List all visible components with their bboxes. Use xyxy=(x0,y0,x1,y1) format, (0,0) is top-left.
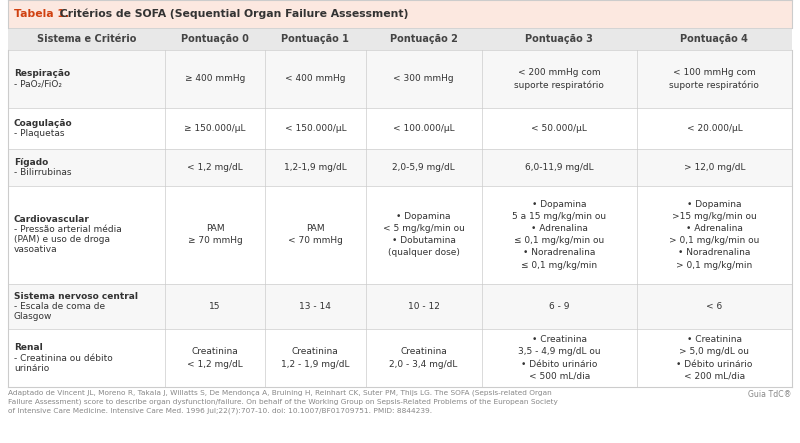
Text: Respiração: Respiração xyxy=(14,70,70,78)
Text: Creatinina
1,2 - 1,9 mg/dL: Creatinina 1,2 - 1,9 mg/dL xyxy=(281,347,350,369)
Text: < 200 mmHg com
suporte respiratório: < 200 mmHg com suporte respiratório xyxy=(514,68,604,90)
Text: Pontuação 0: Pontuação 0 xyxy=(181,34,249,44)
Text: - Bilirrubinas: - Bilirrubinas xyxy=(14,168,71,177)
Text: Sistema e Critério: Sistema e Critério xyxy=(37,34,136,44)
Text: Fígado: Fígado xyxy=(14,158,48,167)
Text: < 20.000/μL: < 20.000/μL xyxy=(686,124,742,133)
Text: Critérios de SOFA (Sequential Organ Failure Assessment): Critérios de SOFA (Sequential Organ Fail… xyxy=(56,9,408,19)
Bar xyxy=(8,50,792,108)
Text: - Plaquetas: - Plaquetas xyxy=(14,129,65,138)
Text: - Creatinina ou débito: - Creatinina ou débito xyxy=(14,354,113,362)
Text: Pontuação 2: Pontuação 2 xyxy=(390,34,458,44)
Text: PAM
< 70 mmHg: PAM < 70 mmHg xyxy=(288,224,342,245)
Bar xyxy=(8,0,792,28)
Text: urinário: urinário xyxy=(14,364,50,373)
Text: Guia TdC®: Guia TdC® xyxy=(749,390,792,399)
Bar xyxy=(8,284,792,329)
Text: 15: 15 xyxy=(210,302,221,311)
Text: vasoativa: vasoativa xyxy=(14,245,58,254)
Text: Pontuação 3: Pontuação 3 xyxy=(526,34,593,44)
Text: Creatinina
2,0 - 3,4 mg/dL: Creatinina 2,0 - 3,4 mg/dL xyxy=(390,347,458,369)
Text: < 100.000/μL: < 100.000/μL xyxy=(393,124,454,133)
Text: Glasgow: Glasgow xyxy=(14,312,52,321)
Text: < 400 mmHg: < 400 mmHg xyxy=(285,74,346,83)
Text: < 6: < 6 xyxy=(706,302,722,311)
Text: < 300 mmHg: < 300 mmHg xyxy=(394,74,454,83)
Text: < 100 mmHg com
suporte respiratório: < 100 mmHg com suporte respiratório xyxy=(670,68,759,90)
Text: 10 - 12: 10 - 12 xyxy=(407,302,439,311)
Text: - Pressão arterial média: - Pressão arterial média xyxy=(14,225,122,234)
Bar xyxy=(8,149,792,186)
Bar xyxy=(8,329,792,387)
Text: • Creatinina
3,5 - 4,9 mg/dL ou
• Débito urinário
< 500 mL/dia: • Creatinina 3,5 - 4,9 mg/dL ou • Débito… xyxy=(518,335,601,381)
Bar xyxy=(8,108,792,149)
Text: • Dopamina
>15 mg/kg/min ou
• Adrenalina
> 0,1 mg/kg/min ou
• Noradrenalina
> 0,: • Dopamina >15 mg/kg/min ou • Adrenalina… xyxy=(669,200,759,270)
Text: < 150.000/μL: < 150.000/μL xyxy=(285,124,346,133)
Text: < 50.000/μL: < 50.000/μL xyxy=(531,124,587,133)
Text: Creatinina
< 1,2 mg/dL: Creatinina < 1,2 mg/dL xyxy=(187,347,243,369)
Text: ≥ 150.000/μL: ≥ 150.000/μL xyxy=(184,124,246,133)
Text: Sistema nervoso central: Sistema nervoso central xyxy=(14,292,138,301)
Text: • Creatinina
> 5,0 mg/dL ou
• Débito urinário
< 200 mL/dia: • Creatinina > 5,0 mg/dL ou • Débito uri… xyxy=(676,335,753,381)
Text: 6,0-11,9 mg/dL: 6,0-11,9 mg/dL xyxy=(525,163,594,172)
Text: Cardiovascular: Cardiovascular xyxy=(14,215,90,224)
Text: 13 - 14: 13 - 14 xyxy=(299,302,331,311)
Text: (PAM) e uso de droga: (PAM) e uso de droga xyxy=(14,235,110,244)
Text: 1,2-1,9 mg/dL: 1,2-1,9 mg/dL xyxy=(284,163,346,172)
Text: ≥ 400 mmHg: ≥ 400 mmHg xyxy=(185,74,245,83)
Text: Pontuação 4: Pontuação 4 xyxy=(681,34,748,44)
Text: 6 - 9: 6 - 9 xyxy=(549,302,570,311)
Text: 2,0-5,9 mg/dL: 2,0-5,9 mg/dL xyxy=(392,163,455,172)
Text: • Dopamina
< 5 mg/kg/min ou
• Dobutamina
(qualquer dose): • Dopamina < 5 mg/kg/min ou • Dobutamina… xyxy=(382,212,465,257)
Text: < 1,2 mg/dL: < 1,2 mg/dL xyxy=(187,163,243,172)
Text: - Escala de coma de: - Escala de coma de xyxy=(14,302,105,311)
Text: Pontuação 1: Pontuação 1 xyxy=(282,34,350,44)
Text: • Dopamina
5 a 15 mg/kg/min ou
• Adrenalina
≤ 0,1 mg/kg/min ou
• Noradrenalina
≤: • Dopamina 5 a 15 mg/kg/min ou • Adrenal… xyxy=(512,200,606,270)
Text: - PaO₂/FiO₂: - PaO₂/FiO₂ xyxy=(14,80,62,89)
Text: > 12,0 mg/dL: > 12,0 mg/dL xyxy=(684,163,745,172)
Text: Coagulação: Coagulação xyxy=(14,119,73,128)
Text: PAM
≥ 70 mmHg: PAM ≥ 70 mmHg xyxy=(188,224,242,245)
Text: Tabela 1.: Tabela 1. xyxy=(14,9,69,19)
Bar xyxy=(8,28,792,50)
Text: Renal: Renal xyxy=(14,343,42,353)
Text: Adaptado de Vincent JL, Moreno R, Takala J, Willatts S, De Mendonça A, Bruining : Adaptado de Vincent JL, Moreno R, Takala… xyxy=(8,390,558,414)
Bar xyxy=(8,186,792,284)
